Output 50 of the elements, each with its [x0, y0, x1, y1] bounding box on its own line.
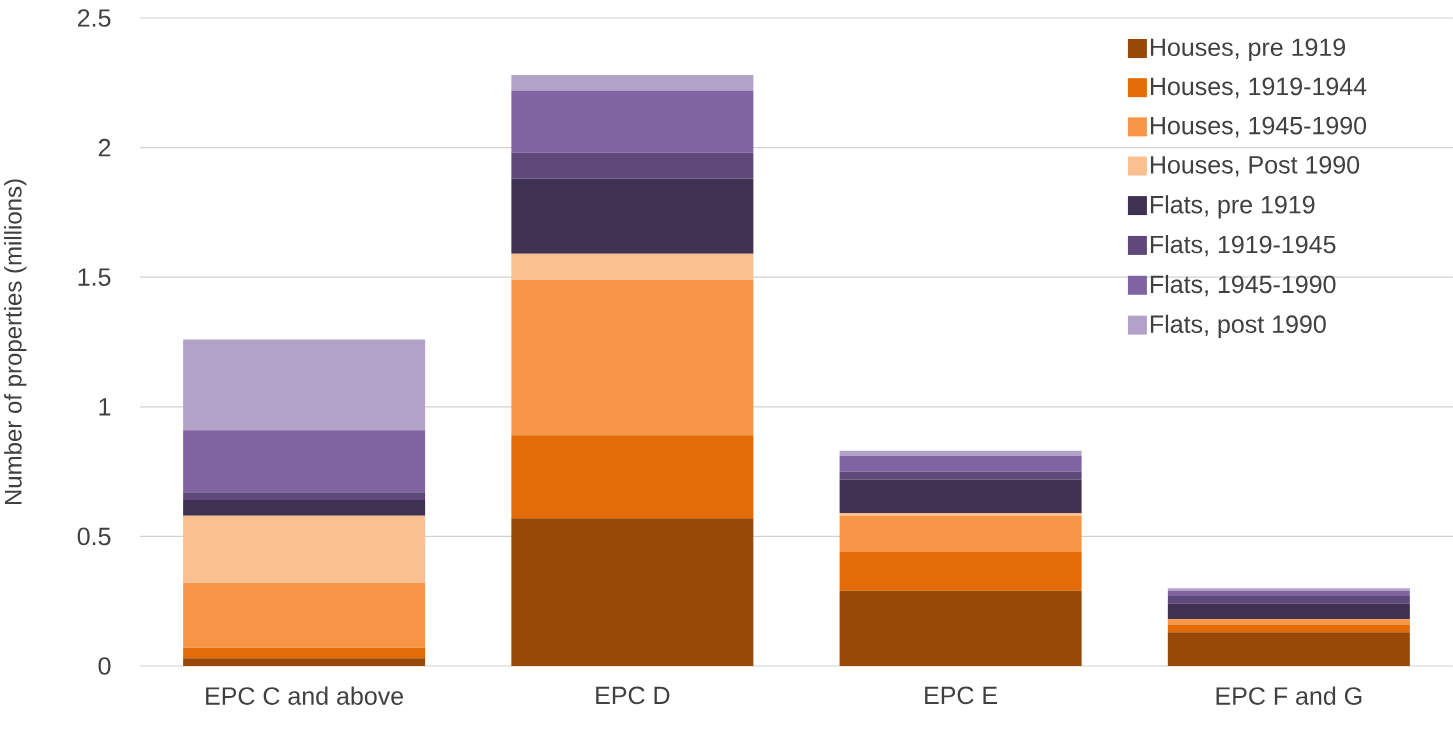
- bar: [1167, 624, 1410, 633]
- bar: [839, 590, 1082, 666]
- y-tick-label: 0.5: [77, 527, 111, 546]
- bar: [183, 492, 426, 501]
- bar: [183, 515, 426, 584]
- legend-label: Houses, 1919-1944: [1150, 77, 1367, 99]
- bar: [1167, 619, 1410, 625]
- bar: [511, 75, 754, 91]
- x-tick-label: EPC C and above: [206, 686, 404, 705]
- legend-label: Houses, 1945-1990: [1150, 116, 1367, 138]
- legend-label: Houses, Post 1990: [1150, 155, 1360, 177]
- bar: [511, 518, 754, 666]
- y-tick-label: 1.5: [78, 268, 111, 286]
- bar: [511, 178, 754, 254]
- bar: [511, 253, 754, 280]
- bar: [1167, 590, 1410, 597]
- bar: [1167, 588, 1410, 591]
- x-tick-label: EPC F and G: [1216, 686, 1362, 705]
- bar: [839, 515, 1082, 552]
- y-tick-label: 1: [99, 398, 111, 416]
- y-tick-label: 2.5: [77, 9, 111, 27]
- bar: [1167, 632, 1410, 666]
- bar: [183, 658, 426, 666]
- bar: [183, 339, 426, 431]
- legend-label: Flats, 1919-1945: [1150, 235, 1336, 257]
- y-tick-label: 2: [98, 138, 111, 157]
- bar: [183, 583, 426, 648]
- bar: [839, 551, 1082, 591]
- bar: [1167, 596, 1410, 604]
- bar: [839, 456, 1082, 472]
- bar: [183, 647, 426, 659]
- bar: [511, 279, 754, 436]
- bar: [839, 471, 1082, 480]
- legend-label: Houses, pre 1919: [1150, 38, 1346, 62]
- bar: [511, 152, 754, 179]
- y-axis-title: Number of properties (millions): [4, 179, 27, 505]
- bar: [839, 479, 1082, 514]
- x-tick-label: EPC D: [596, 686, 670, 705]
- legend-label: Flats, 1945-1990: [1150, 274, 1336, 297]
- legend-label: Flats, post 1990: [1150, 314, 1326, 338]
- y-tick-label: 0: [98, 657, 111, 675]
- legend-label: Flats, pre 1919: [1150, 195, 1315, 219]
- bar: [511, 90, 754, 153]
- bar: [511, 435, 754, 519]
- bar: [1167, 603, 1410, 620]
- bar: [839, 450, 1082, 457]
- x-tick-label: EPC E: [925, 686, 998, 705]
- bar: [839, 513, 1082, 516]
- bar: [183, 500, 426, 516]
- bar: [183, 430, 426, 493]
